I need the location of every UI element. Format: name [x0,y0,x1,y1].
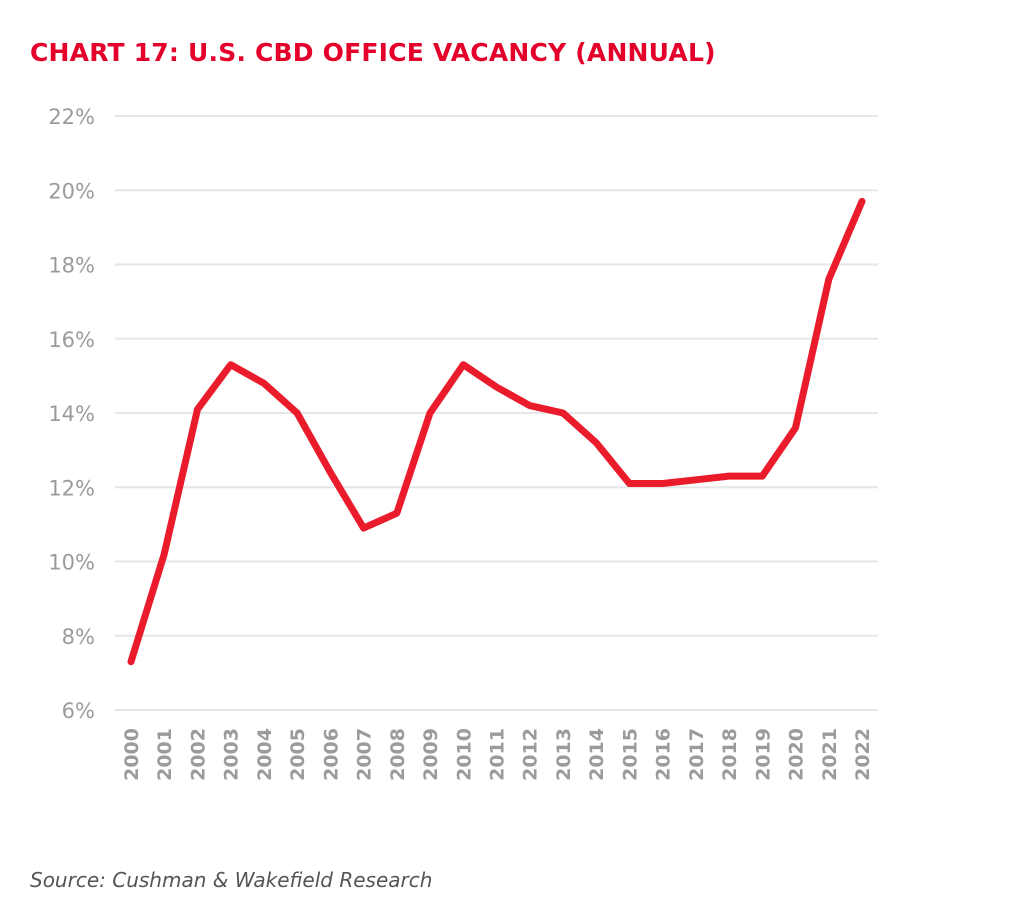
x-tick-label: 2022 [852,728,874,781]
series-line [127,197,866,666]
y-axis-ticks: 6% 8% 10% 12% 14% 16% 18% 20% 22% [48,105,95,723]
y-tick-label: 12% [48,476,95,500]
y-tick-label: 20% [48,179,95,203]
x-tick-label: 2004 [254,728,276,781]
x-tick-label: 2021 [819,728,841,781]
series-layer [127,197,866,666]
y-tick-label: 8% [62,625,95,649]
x-tick-label: 2003 [221,728,243,781]
x-tick-label: 2006 [320,728,342,781]
x-tick-label: 2012 [520,728,542,781]
x-tick-label: 2000 [121,728,143,781]
x-tick-label: 2010 [453,728,475,781]
x-tick-label: 2018 [719,728,741,781]
x-tick-label: 2011 [487,728,509,781]
x-tick-label: 2017 [686,728,708,781]
x-tick-label: 2001 [154,728,176,781]
x-tick-label: 2019 [752,728,774,781]
chart-title: CHART 17: U.S. CBD OFFICE VACANCY (ANNUA… [30,38,716,67]
x-tick-label: 2005 [287,728,309,781]
x-tick-label: 2014 [586,728,608,781]
x-tick-label: 2020 [786,728,808,781]
y-tick-label: 14% [48,402,95,426]
y-tick-label: 22% [48,105,95,129]
gridlines [115,115,878,711]
x-tick-label: 2013 [553,728,575,781]
y-tick-label: 18% [48,254,95,278]
x-axis-ticks: 2000 2001 2002 2003 2004 2005 2006 2007 2008 2009… [121,728,874,781]
x-tick-label: 2008 [387,728,409,781]
x-tick-label: 2002 [187,728,209,781]
y-tick-label: 6% [62,699,95,723]
x-tick-label: 2007 [354,728,376,781]
source-note: Source: Cushman & Wakefield Research [30,868,433,892]
x-tick-label: 2015 [619,728,641,781]
y-tick-label: 10% [48,551,95,575]
x-tick-label: 2009 [420,728,442,781]
y-tick-label: 16% [48,328,95,352]
x-tick-label: 2016 [653,728,675,781]
